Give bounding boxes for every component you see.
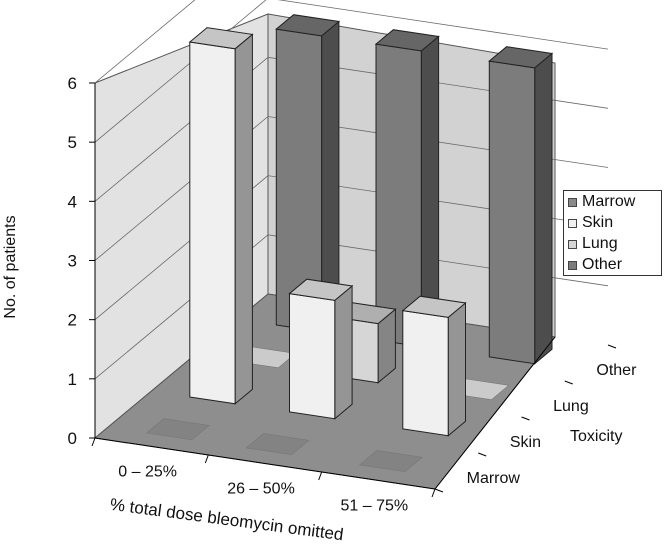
- bar-skin-0-25: [188, 27, 254, 405]
- bar-base: [358, 450, 423, 473]
- bar-top: [401, 295, 467, 318]
- z-tick-label-other: Other: [596, 362, 637, 379]
- bar-marrow-0-25: [145, 418, 210, 441]
- z-tick-label-marrow: Marrow: [467, 470, 521, 487]
- y-axis-label: No. of patients: [2, 215, 19, 318]
- bar-side: [447, 301, 466, 437]
- x-tick-mark: [318, 471, 323, 481]
- z-ticks: Marrow Skin Lung Other: [434, 344, 637, 493]
- y-tick-label: 3: [68, 251, 77, 270]
- x-tick-label-26-50: 26 – 50%: [227, 481, 295, 498]
- bar-base: [245, 433, 310, 456]
- y-tick-label: 4: [68, 192, 77, 211]
- bar-front: [289, 293, 336, 420]
- legend-item-marrow: Marrow: [564, 192, 635, 212]
- bar-front: [488, 60, 536, 365]
- z-axis-label: Toxicity: [570, 428, 622, 445]
- legend-label-other: Other: [582, 256, 623, 273]
- y-tick-label: 2: [68, 311, 77, 330]
- x-tick-mark: [431, 488, 436, 498]
- z-tick-label-lung: Lung: [553, 398, 589, 415]
- legend-item-skin: Skin: [564, 213, 613, 233]
- bar-other-26-50: [374, 29, 440, 348]
- legend-label-skin: Skin: [582, 214, 614, 231]
- bar-skin-26-50: [288, 278, 354, 420]
- y-tick-label: 6: [68, 74, 77, 93]
- bar-top: [374, 29, 440, 52]
- legend-swatch-marrow: [568, 197, 577, 207]
- legend-label-marrow: Marrow: [582, 193, 636, 210]
- x-tick-label-0-25: 0 – 25%: [118, 464, 177, 481]
- bar-other-51-75: [488, 46, 554, 365]
- bar-front: [189, 41, 236, 405]
- legend-item-other: Other: [564, 255, 622, 275]
- legend-swatch-skin: [568, 218, 577, 228]
- legend: Marrow Skin Lung Other: [563, 190, 662, 276]
- bar-other-0-25: [275, 14, 341, 333]
- y-ticks: 0 1 2 3 4 5 6: [68, 74, 95, 448]
- x-tick-label-51-75: 51 – 75%: [341, 498, 409, 515]
- legend-swatch-lung: [568, 239, 577, 249]
- x-tick-mark: [91, 437, 96, 447]
- z-tick-mark: [521, 416, 530, 421]
- x-axis-line: [94, 437, 436, 490]
- z-tick-mark: [478, 452, 487, 457]
- z-axis-line: [434, 336, 556, 490]
- gridline: [94, 0, 609, 143]
- bar-base: [145, 418, 210, 441]
- legend-label-lung: Lung: [582, 235, 618, 252]
- y-tick-label: 0: [68, 429, 77, 448]
- bar-side: [534, 52, 553, 365]
- z-tick-mark: [434, 488, 444, 493]
- z-tick-label-skin: Skin: [510, 434, 541, 451]
- bar-marrow-26-50: [245, 433, 310, 456]
- z-tick-mark: [564, 380, 573, 385]
- x-axis-label: % total dose bleomycin omitted: [109, 495, 345, 545]
- bar-side: [334, 284, 353, 420]
- bar-side: [234, 33, 253, 405]
- legend-item-lung: Lung: [564, 234, 618, 254]
- gridline: [94, 0, 196, 84]
- bars: [145, 14, 554, 473]
- y-tick-label: 5: [68, 133, 77, 152]
- bar-front: [402, 310, 449, 437]
- x-tick-mark: [204, 454, 209, 464]
- z-tick-mark: [607, 344, 617, 349]
- legend-swatch-other: [568, 260, 577, 270]
- bar-top: [275, 14, 341, 37]
- bar-top: [188, 27, 254, 50]
- bar-marrow-51-75: [358, 450, 423, 473]
- y-tick-label: 1: [68, 370, 77, 389]
- bar-top: [288, 278, 354, 301]
- bar-top: [488, 46, 554, 69]
- bar-skin-51-75: [401, 295, 467, 437]
- x-ticks: 0 – 25% 26 – 50% 51 – 75%: [91, 437, 436, 515]
